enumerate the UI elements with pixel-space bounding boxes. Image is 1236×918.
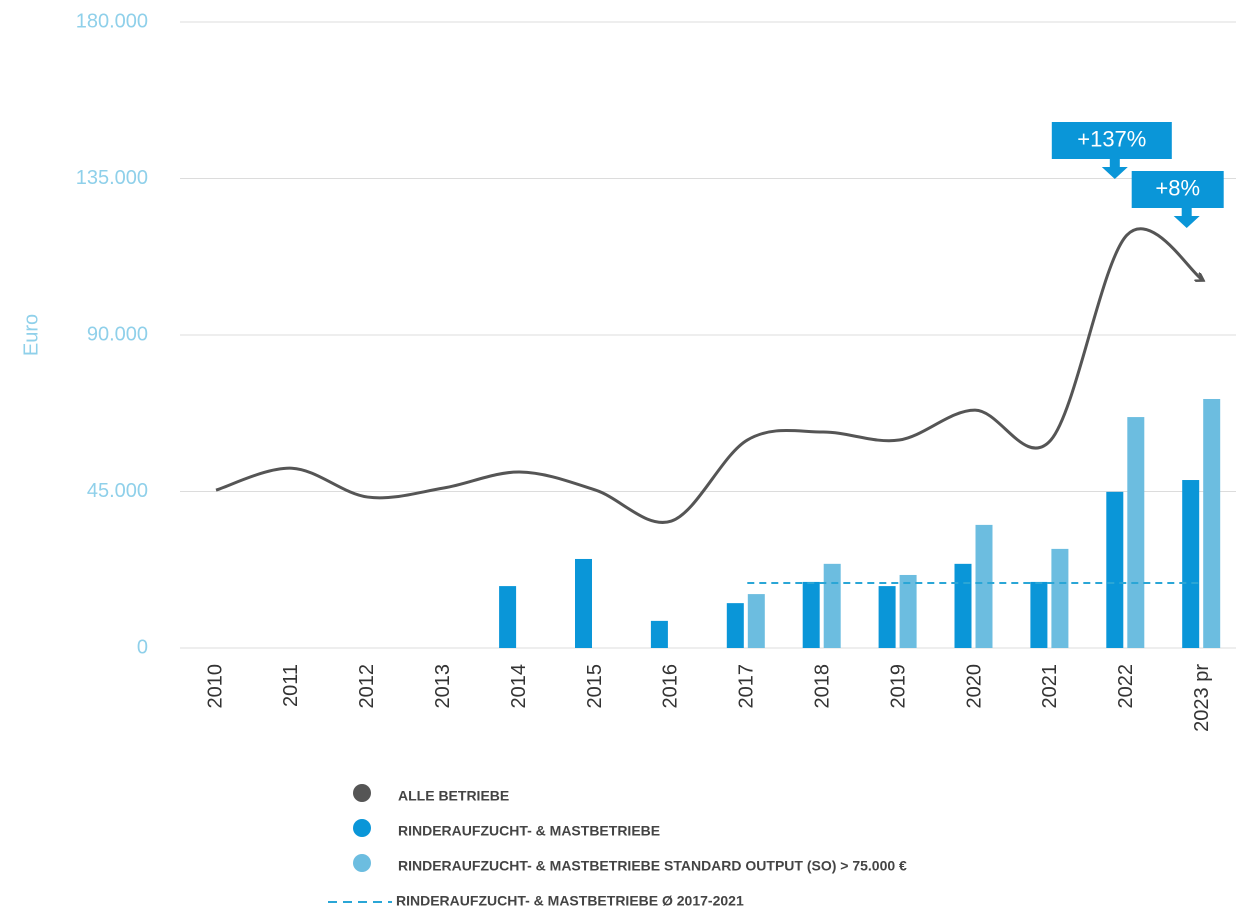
bar <box>899 574 917 648</box>
bar <box>499 586 517 648</box>
x-tick-label: 2016 <box>660 664 682 709</box>
bar <box>726 603 744 648</box>
bar <box>575 558 592 648</box>
y-tick-label: 90.000 <box>87 323 148 345</box>
bar <box>878 586 896 648</box>
legend-swatch <box>353 854 371 872</box>
x-tick-label: 2020 <box>963 664 985 709</box>
annotation-text: +137% <box>1077 126 1146 151</box>
annotation-arrow <box>1173 208 1200 228</box>
bar <box>802 581 820 648</box>
bar <box>1030 581 1048 648</box>
legend-label: RINDERAUFZUCHT- & MASTBETRIEBE STANDARD … <box>398 858 907 874</box>
x-tick-label: 2023 pr <box>1191 664 1213 732</box>
bar <box>1051 548 1069 648</box>
line <box>215 227 1203 524</box>
y-axis-label: Euro <box>20 314 42 356</box>
x-tick-label: 2013 <box>432 664 454 709</box>
x-tick-label: 2019 <box>887 664 909 709</box>
bar <box>1203 398 1221 648</box>
legend-label: RINDERAUFZUCHT- & MASTBETRIEBE <box>398 823 660 839</box>
x-tick-label: 2010 <box>204 664 226 709</box>
annotation-text: +8% <box>1155 175 1200 200</box>
x-tick-label: 2022 <box>1115 664 1137 709</box>
bar <box>650 620 668 648</box>
y-tick-label: 0 <box>137 636 148 658</box>
y-tick-label: 45.000 <box>87 480 148 502</box>
legend-label: RINDERAUFZUCHT- & MASTBETRIEBE Ø 2017-20… <box>396 893 744 909</box>
x-tick-label: 2015 <box>584 664 606 709</box>
bar <box>954 563 972 648</box>
x-tick-label: 2011 <box>280 664 302 707</box>
annotation-box <box>1051 122 1172 159</box>
x-tick-label: 2018 <box>811 664 833 709</box>
legend-label: ALLE BETRIEBE <box>398 788 509 804</box>
bar <box>975 524 993 648</box>
y-tick-label: 135.000 <box>76 167 148 189</box>
legend-swatch <box>353 784 371 802</box>
x-tick-label: 2021 <box>1039 664 1061 709</box>
x-tick-label: 2017 <box>736 664 758 709</box>
x-tick-label: 2012 <box>356 664 378 709</box>
y-tick-label: 180.000 <box>76 10 148 32</box>
bar <box>1106 491 1124 648</box>
bar <box>1127 417 1145 648</box>
annotation-arrow <box>1101 159 1128 179</box>
annotation-box <box>1131 171 1224 208</box>
x-tick-label: 2014 <box>508 664 530 709</box>
legend-swatch <box>353 819 371 837</box>
bar <box>1182 480 1200 648</box>
bar <box>823 563 841 648</box>
bar <box>747 594 765 648</box>
